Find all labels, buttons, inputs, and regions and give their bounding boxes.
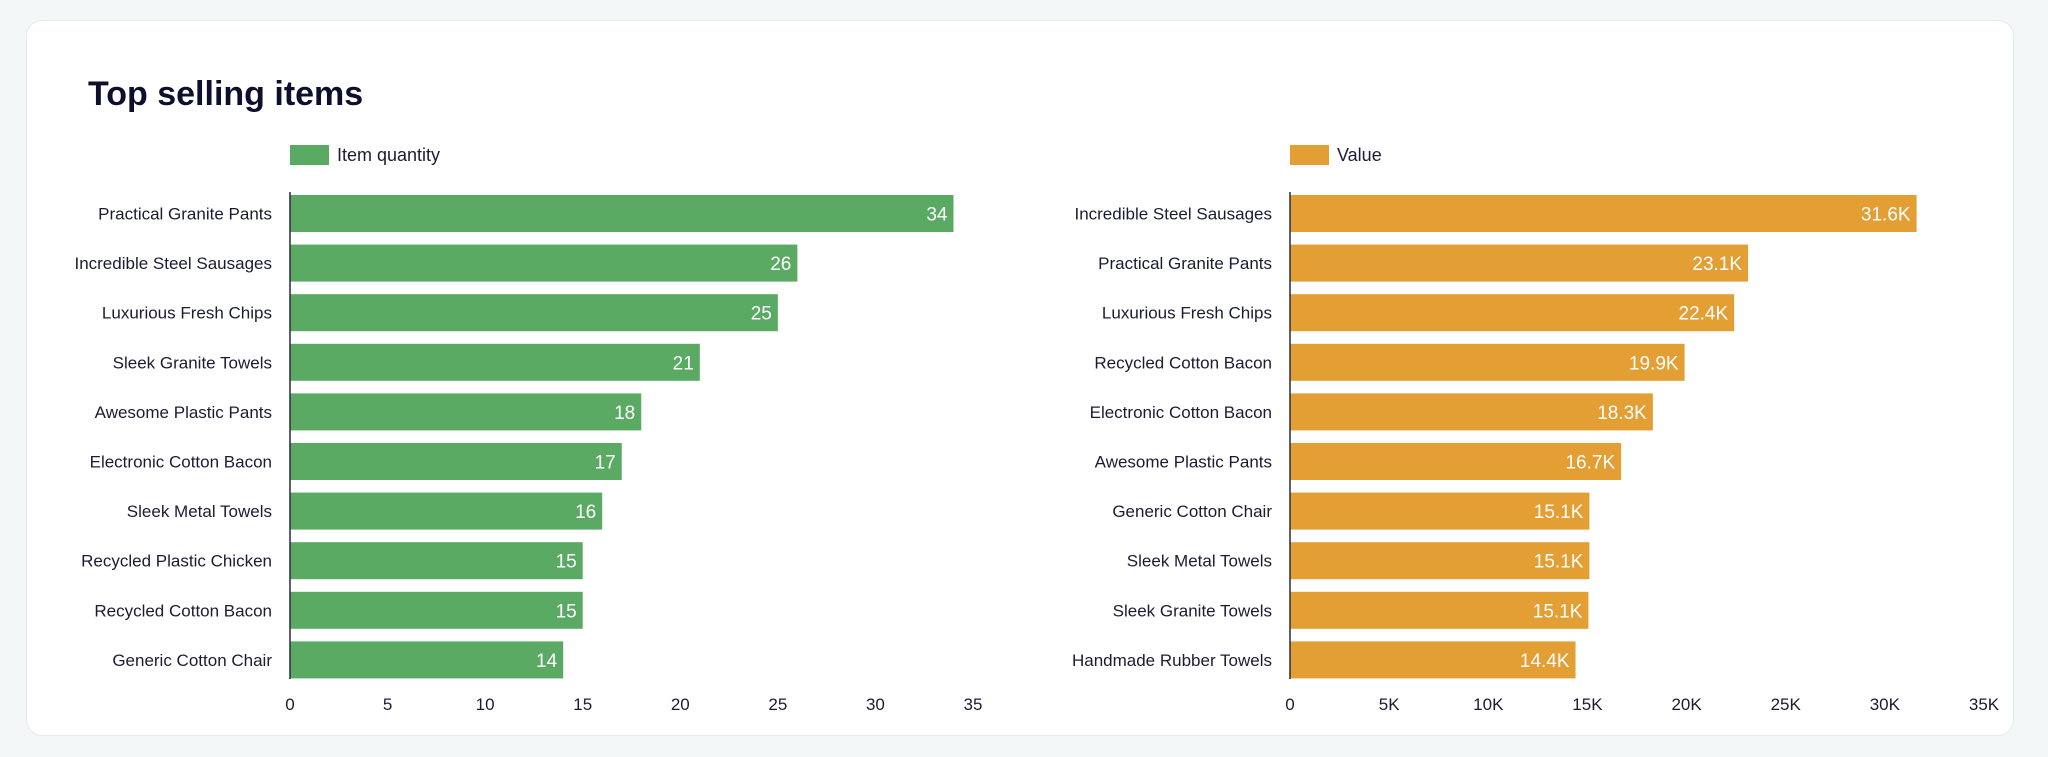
bar [1290, 492, 1590, 530]
category-label: Luxurious Fresh Chips [1102, 304, 1272, 323]
x-tick-label: 20K [1671, 695, 1702, 714]
data-label: 19.9K [1629, 353, 1679, 374]
data-label: 16.7K [1565, 453, 1615, 474]
legend-swatch [1290, 145, 1329, 165]
bar [290, 641, 564, 679]
x-tick-label: 0 [285, 695, 294, 714]
bar-chart-2: Value Incredible Steel Sausages 31.6K Pract… [1072, 145, 2000, 714]
category-label: Sleek Metal Towels [127, 502, 272, 521]
bar [1290, 641, 1576, 679]
x-tick-label: 30 [866, 695, 885, 714]
data-label: 25 [751, 304, 772, 325]
category-label: Luxurious Fresh Chips [102, 304, 272, 323]
bar [290, 393, 642, 431]
bar [1290, 393, 1653, 431]
legend-label: Item quantity [337, 145, 440, 165]
category-label: Sleek Granite Towels [1113, 601, 1272, 620]
bar-chart-1: Item quantity Practical Granite Pants 34 In… [74, 145, 982, 714]
data-label: 15.1K [1533, 601, 1583, 622]
category-label: Sleek Granite Towels [113, 353, 272, 372]
data-label: 31.6K [1861, 205, 1911, 226]
x-tick-label: 5 [383, 695, 392, 714]
category-label: Practical Granite Pants [98, 205, 272, 224]
data-label: 18.3K [1597, 403, 1647, 424]
data-label: 17 [595, 453, 616, 474]
category-label: Recycled Cotton Bacon [1094, 353, 1272, 372]
bar [290, 195, 954, 232]
x-tick-label: 15 [573, 695, 592, 714]
category-label: Sleek Metal Towels [1127, 552, 1272, 571]
bar [1290, 443, 1622, 480]
legend-swatch [290, 145, 329, 165]
category-label: Recycled Plastic Chicken [81, 552, 272, 571]
x-tick-label: 20 [671, 695, 690, 714]
data-label: 18 [614, 403, 635, 424]
bar [290, 542, 583, 580]
data-label: 26 [770, 254, 791, 275]
category-label: Incredible Steel Sausages [74, 254, 272, 273]
data-label: 16 [575, 502, 596, 523]
category-label: Awesome Plastic Pants [95, 403, 272, 422]
category-label: Incredible Steel Sausages [1074, 205, 1272, 224]
x-tick-label: 35 [964, 695, 983, 714]
category-label: Electronic Cotton Bacon [90, 453, 272, 472]
bar [290, 443, 622, 480]
category-label: Generic Cotton Chair [1112, 502, 1272, 521]
bar [290, 294, 778, 332]
data-label: 14.4K [1520, 651, 1570, 672]
category-label: Awesome Plastic Pants [1095, 453, 1272, 472]
bar [290, 244, 798, 282]
data-label: 15 [556, 601, 577, 622]
x-tick-label: 25 [768, 695, 787, 714]
category-label: Practical Granite Pants [1098, 254, 1272, 273]
x-tick-label: 30K [1870, 695, 1901, 714]
data-label: 15.1K [1534, 502, 1584, 523]
data-label: 15 [556, 552, 577, 573]
category-label: Electronic Cotton Bacon [1090, 403, 1272, 422]
bar [290, 343, 700, 381]
data-label: 15.1K [1534, 552, 1584, 573]
data-label: 14 [536, 651, 558, 672]
x-tick-label: 10K [1473, 695, 1504, 714]
x-tick-label: 35K [1969, 695, 2000, 714]
x-tick-label: 15K [1572, 695, 1603, 714]
bar [1290, 244, 1749, 282]
bar [1290, 591, 1589, 629]
data-label: 21 [673, 353, 694, 374]
data-label: 23.1K [1692, 254, 1742, 275]
legend-label: Value [1337, 145, 1382, 165]
category-label: Generic Cotton Chair [112, 651, 272, 670]
x-tick-label: 5K [1379, 695, 1400, 714]
category-label: Recycled Cotton Bacon [94, 601, 272, 620]
bar [1290, 542, 1590, 580]
data-label: 34 [926, 205, 948, 226]
card-title: Top selling items [88, 75, 364, 113]
bar [290, 591, 583, 629]
x-tick-label: 25K [1771, 695, 1802, 714]
bar [1290, 294, 1735, 332]
data-label: 22.4K [1679, 304, 1729, 325]
x-tick-label: 0 [1285, 695, 1294, 714]
category-label: Handmade Rubber Towels [1072, 651, 1272, 670]
bar [1290, 343, 1685, 381]
x-tick-label: 10 [476, 695, 495, 714]
bar [1290, 195, 1917, 232]
bar [290, 492, 603, 530]
